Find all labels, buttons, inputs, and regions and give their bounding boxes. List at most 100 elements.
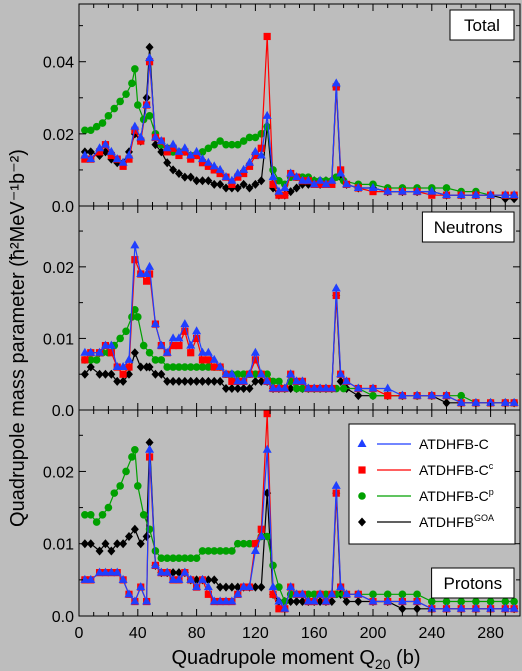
- data-point-goa: [292, 597, 301, 607]
- data-point-goa: [239, 384, 248, 394]
- data-point-goa: [101, 539, 110, 549]
- y-tick-label: 0.01: [43, 331, 74, 348]
- panel-neutrons: 0.0 0.01 0.02 Neutrons: [43, 205, 521, 420]
- data-point-c: [368, 383, 378, 392]
- data-point-cp: [204, 363, 213, 371]
- data-point-goa: [222, 582, 230, 592]
- data-point-cp: [222, 140, 230, 149]
- data-point-cp: [175, 554, 183, 562]
- data-point-cc: [228, 377, 236, 385]
- data-point-c: [309, 596, 319, 605]
- data-point-cc: [169, 144, 177, 152]
- series-group: [80, 410, 519, 614]
- data-point-c: [397, 186, 407, 195]
- data-point-goa: [124, 369, 133, 379]
- data-point-cc: [181, 148, 189, 156]
- data-point-c: [150, 319, 160, 328]
- data-point-c: [327, 589, 337, 598]
- data-point-c: [221, 369, 231, 378]
- data-point-cp: [86, 126, 95, 135]
- data-point-c: [315, 589, 325, 598]
- data-point-cc: [328, 180, 336, 188]
- data-point-goa: [142, 531, 151, 541]
- data-point-goa: [192, 176, 201, 186]
- data-point-c: [233, 376, 243, 385]
- series-line-c: [84, 58, 515, 196]
- data-point-c: [412, 596, 422, 605]
- data-point-c: [353, 383, 363, 392]
- data-point-c: [268, 582, 278, 591]
- data-point-cc: [210, 166, 218, 174]
- data-point-goa: [216, 179, 225, 189]
- data-point-c: [331, 78, 341, 87]
- data-point-c: [186, 574, 196, 583]
- data-point-c: [456, 190, 466, 199]
- data-point-cp: [169, 363, 177, 371]
- data-point-cc: [269, 180, 277, 188]
- data-point-c: [342, 589, 352, 598]
- data-point-goa: [136, 362, 145, 372]
- data-point-c: [286, 582, 296, 591]
- data-point-c: [336, 582, 346, 591]
- data-point-cp: [210, 140, 219, 149]
- data-point-c: [309, 383, 319, 392]
- data-point-cp: [157, 554, 166, 562]
- data-point-c: [256, 369, 266, 378]
- data-point-cp: [245, 539, 254, 548]
- data-point-cc: [175, 151, 183, 160]
- panel-label-box: [431, 567, 515, 599]
- data-point-c: [331, 283, 341, 292]
- data-point-cp: [275, 583, 283, 591]
- panel-label: Neutrons: [434, 218, 503, 237]
- data-point-c: [250, 347, 260, 356]
- data-point-goa: [163, 158, 172, 168]
- data-point-c: [150, 560, 160, 569]
- data-point-cp: [134, 313, 142, 321]
- data-point-cc: [198, 159, 207, 167]
- data-point-c: [500, 397, 510, 406]
- data-point-c: [209, 596, 219, 605]
- data-point-cc: [95, 148, 104, 156]
- legend-entry-cc: ATDHFB-Cc: [358, 461, 494, 478]
- data-point-cc: [204, 356, 212, 364]
- data-point-cc: [181, 327, 189, 335]
- data-point-cc: [125, 155, 133, 163]
- data-point-cp: [151, 356, 160, 364]
- data-point-cc: [428, 191, 436, 199]
- data-point-cp: [145, 112, 154, 120]
- data-point-cp: [486, 597, 495, 606]
- data-point-cp: [116, 334, 124, 343]
- data-point-goa: [257, 176, 266, 186]
- data-point-goa: [216, 376, 225, 386]
- data-point-cp: [298, 384, 307, 393]
- data-point-goa: [95, 369, 104, 379]
- data-point-cc: [245, 162, 254, 170]
- data-point-cc: [263, 410, 271, 418]
- data-point-c: [286, 168, 296, 177]
- data-point-c: [397, 596, 407, 605]
- data-point-c: [280, 383, 290, 392]
- data-point-c: [353, 589, 363, 598]
- data-point-cp: [122, 467, 130, 476]
- data-point-cp: [116, 97, 124, 106]
- data-point-goa: [233, 183, 242, 193]
- data-point-c: [221, 596, 231, 605]
- data-point-c: [303, 383, 313, 392]
- data-point-cp: [122, 327, 130, 336]
- legend-marker: [358, 492, 366, 500]
- data-point-cc: [251, 356, 259, 364]
- data-point-goa: [136, 539, 145, 549]
- data-point-c: [456, 603, 466, 612]
- data-point-c: [156, 340, 166, 349]
- y-tick-label: 0.02: [43, 260, 74, 277]
- data-point-c: [315, 175, 325, 184]
- data-point-cp: [269, 377, 277, 386]
- x-tick-label: 40: [129, 625, 147, 642]
- data-point-c: [274, 186, 284, 195]
- data-point-cc: [81, 155, 89, 163]
- data-point-cp: [98, 119, 107, 127]
- data-point-goa: [222, 384, 230, 394]
- data-point-c: [456, 397, 466, 406]
- data-point-c: [162, 143, 172, 152]
- legend-label: ATDHFB-Cp: [419, 487, 494, 504]
